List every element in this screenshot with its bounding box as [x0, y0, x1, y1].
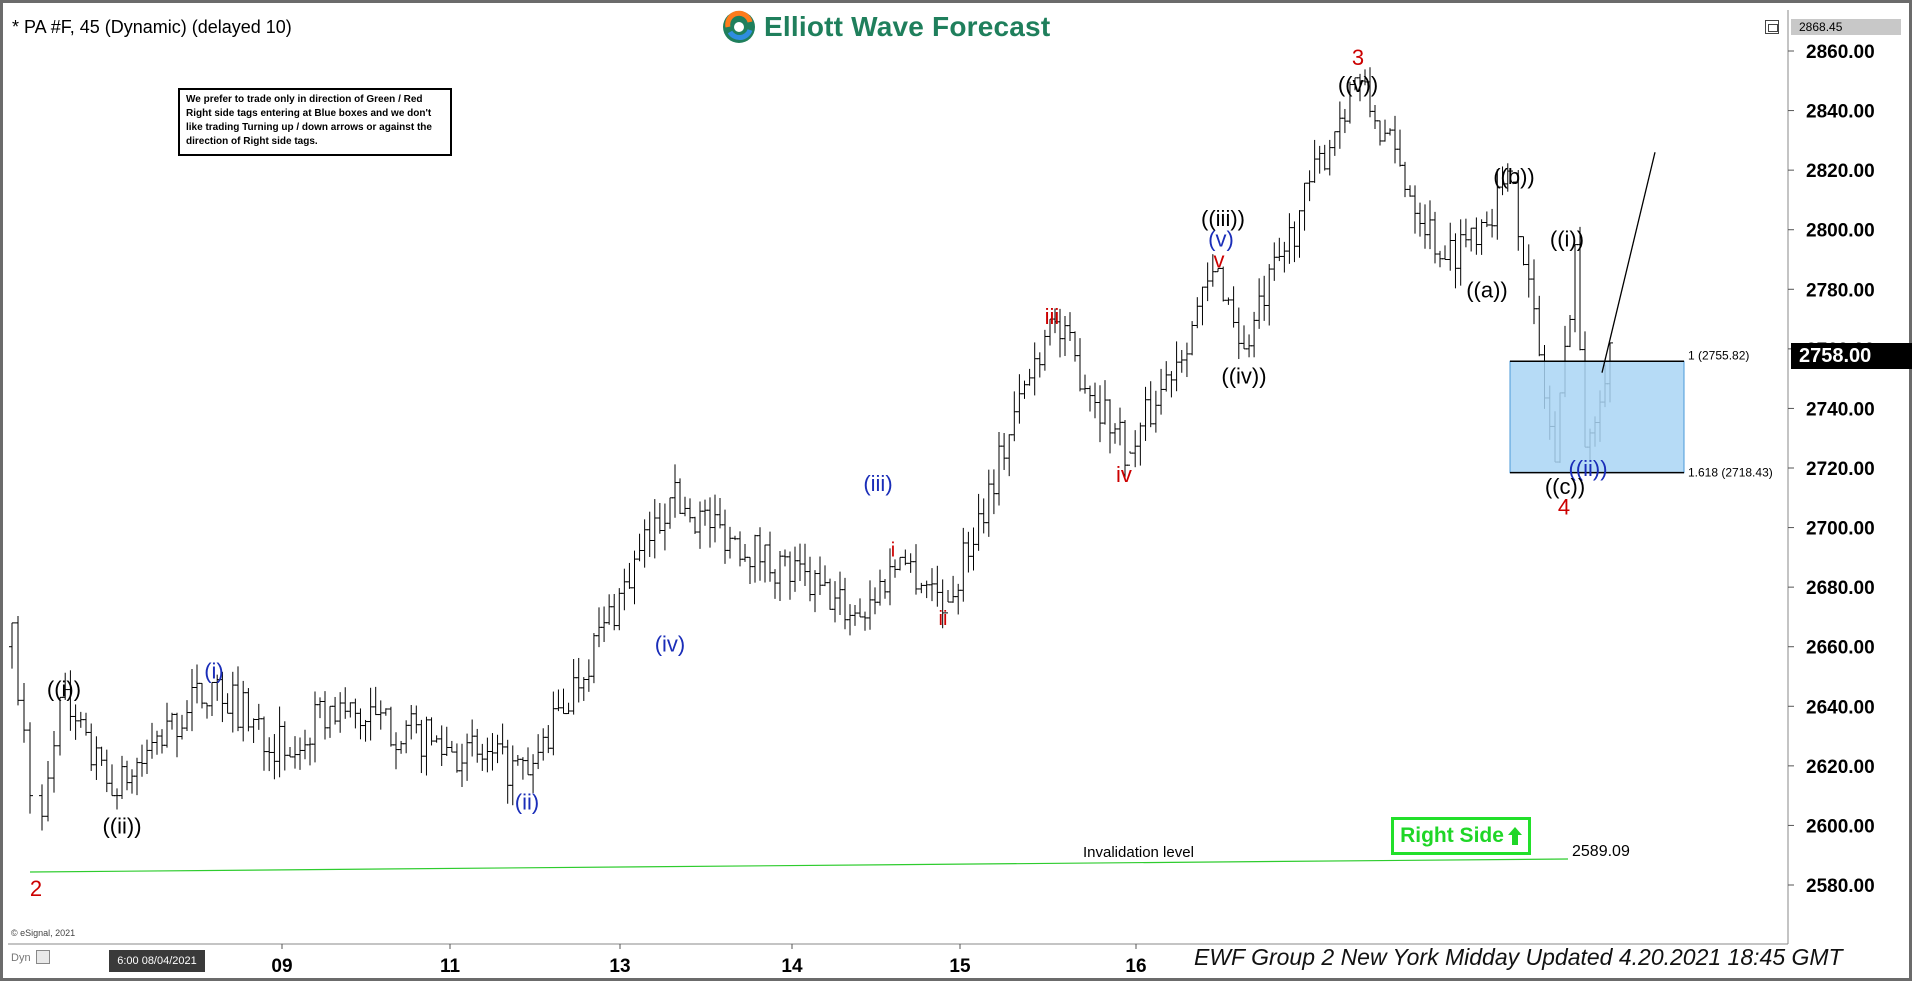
projection-line: [1601, 152, 1656, 373]
wave-label: ((a)): [1466, 277, 1508, 302]
trading-note: We prefer to trade only in direction of …: [178, 88, 452, 156]
wave-label: ((iii)): [1201, 206, 1245, 231]
wave-label: 2: [30, 876, 42, 901]
y-tick-label: 2800.00: [1806, 221, 1875, 242]
y-tick-label: 2740.00: [1806, 399, 1875, 420]
fib-1618-label: 1.618 (2718.43): [1688, 466, 1773, 480]
price-bars: [9, 67, 1613, 831]
up-arrow-icon: [1507, 827, 1522, 845]
wave-label: i: [891, 539, 895, 561]
restore-window-icon[interactable]: [1765, 20, 1779, 34]
wave-label: 3: [1352, 45, 1364, 70]
y-tick-label: 2660.00: [1806, 638, 1875, 659]
x-tick-label: 16: [1125, 956, 1146, 977]
y-tick-label: 2680.00: [1806, 578, 1875, 599]
wave-label: ((b)): [1493, 164, 1535, 189]
wave-label: v: [1214, 248, 1225, 273]
y-tick-label: 2600.00: [1806, 816, 1875, 837]
x-tick-label: 11: [440, 956, 461, 977]
wave-label: (ii): [515, 790, 539, 815]
wave-label: (iv): [655, 632, 686, 657]
y-tick-label: 2640.00: [1806, 697, 1875, 718]
y-tick-label: 2720.00: [1806, 459, 1875, 480]
brand-name: Elliott Wave Forecast: [764, 11, 1051, 42]
x-tick-label: 13: [609, 956, 630, 977]
y-tick-label: 2700.00: [1806, 519, 1875, 540]
chart-overlays: 1 (2755.82) 1.618 (2718.43) Invalidation l…: [29, 152, 1773, 873]
wave-labels: 2((i))((ii))(i)(ii)(iii)(iv)iiiiiiivv(v)…: [30, 45, 1608, 901]
wave-label: ((ii)): [102, 813, 141, 838]
wave-label: 4: [1558, 495, 1570, 520]
update-caption: EWF Group 2 New York Midday Updated 4.20…: [1194, 944, 1843, 970]
wave-label: ((iv)): [1221, 364, 1266, 389]
chart-title: * PA #F, 45 (Dynamic) (delayed 10): [12, 17, 292, 37]
wave-label: ((v)): [1338, 72, 1378, 97]
wave-label: iii: [1045, 304, 1060, 329]
wave-label: ((c)): [1545, 474, 1585, 499]
right-side-tag: Right Side: [1391, 817, 1531, 855]
x-tick-label: 14: [781, 956, 803, 977]
y-tick-label: 2620.00: [1806, 757, 1875, 778]
wave-label: (i): [204, 659, 224, 684]
dyn-label[interactable]: Dyn: [11, 952, 31, 964]
wave-label: ((ii)): [1568, 456, 1607, 481]
x-tick-label: 09: [271, 956, 292, 977]
top-price-tag: 2868.45: [1791, 19, 1901, 35]
wave-label: (v): [1208, 227, 1234, 252]
wave-label: ((i)): [1550, 227, 1584, 252]
brand-logo-banner: Elliott Wave Forecast: [714, 6, 1059, 48]
y-tick-label: 2840.00: [1806, 102, 1875, 123]
wave-label: ii: [939, 608, 948, 630]
blue-box-zone: [1509, 360, 1685, 474]
fib-1-label: 1 (2755.82): [1688, 348, 1749, 362]
plot-area: [8, 10, 1789, 945]
y-tick-label: 2780.00: [1806, 280, 1875, 301]
dyn-toggle-icon[interactable]: [36, 950, 50, 964]
price-axis: 2580.00 2600.00 2620.00 2640.00 2660.00 2680.…: [271, 42, 1874, 977]
wave-label: iv: [1116, 462, 1132, 487]
y-tick-label: 2820.00: [1806, 161, 1875, 182]
invalidation-label: Invalidation level: [1083, 844, 1194, 861]
right-side-label: Right Side: [1400, 824, 1504, 847]
current-price-tag: 2758.00: [1791, 343, 1912, 369]
wave-label: (iii): [863, 471, 892, 496]
cursor-date-tag: 6:00 08/04/2021: [109, 950, 205, 972]
invalidation-line: [29, 858, 1569, 873]
invalidation-value: 2589.09: [1572, 843, 1630, 860]
y-tick-label: 2580.00: [1806, 876, 1875, 897]
y-tick-label: 2860.00: [1806, 42, 1875, 63]
copyright-text: © eSignal, 2021: [11, 928, 76, 938]
wave-label: ((i)): [47, 676, 81, 701]
x-tick-label: 15: [949, 956, 971, 977]
brand-globe-icon: [723, 10, 755, 43]
